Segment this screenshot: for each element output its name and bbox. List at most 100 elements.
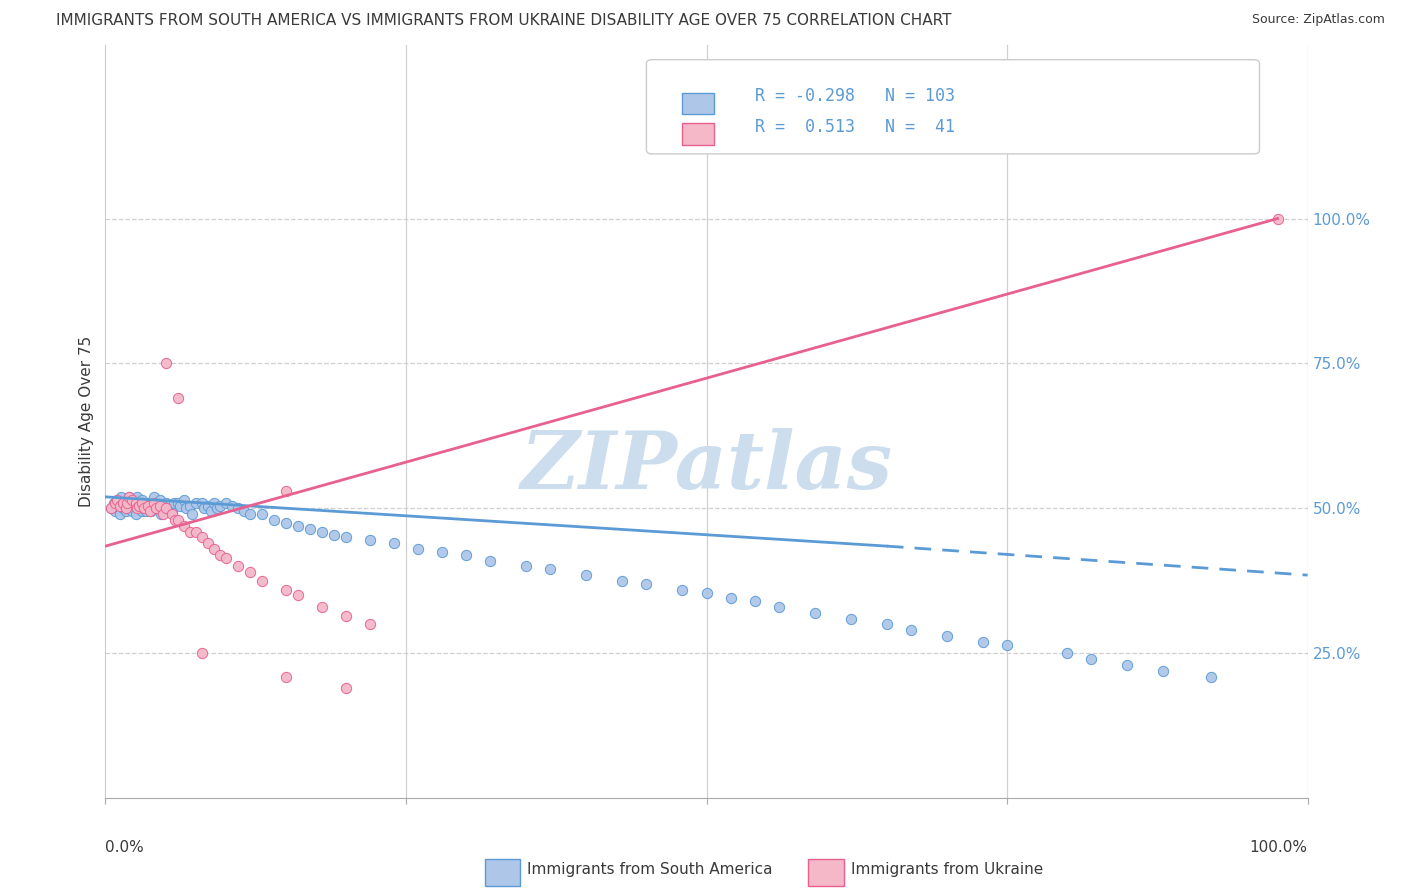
Point	[108, 507, 131, 521]
Point	[839, 612, 862, 626]
Point	[287, 589, 309, 603]
Point	[148, 499, 170, 513]
Point	[139, 504, 162, 518]
Text: Immigrants from Ukraine: Immigrants from Ukraine	[851, 863, 1043, 877]
Point	[226, 501, 249, 516]
Point	[720, 591, 742, 606]
Bar	[682, 123, 714, 145]
Point	[250, 574, 273, 588]
Point	[131, 504, 153, 518]
Point	[181, 507, 204, 521]
Point	[335, 681, 357, 696]
Point	[110, 490, 132, 504]
Point	[131, 492, 153, 507]
Point	[239, 566, 262, 580]
Point	[152, 504, 174, 518]
Point	[1056, 646, 1078, 660]
Point	[322, 527, 344, 541]
Point	[479, 553, 502, 568]
Point	[165, 513, 187, 527]
Point	[311, 599, 333, 614]
Point	[184, 524, 207, 539]
Point	[190, 646, 212, 660]
Point	[1080, 652, 1102, 666]
Point	[145, 501, 167, 516]
Point	[612, 574, 634, 588]
Text: R =  0.513   N =  41: R = 0.513 N = 41	[755, 118, 955, 136]
Point	[148, 492, 170, 507]
Text: 100.0%: 100.0%	[1250, 839, 1308, 855]
Point	[803, 606, 825, 620]
Point	[108, 499, 131, 513]
Point	[311, 524, 333, 539]
Point	[163, 496, 186, 510]
Point	[200, 504, 222, 518]
Point	[142, 490, 165, 504]
Y-axis label: Disability Age Over 75: Disability Age Over 75	[79, 336, 94, 507]
Point	[184, 496, 207, 510]
Point	[335, 530, 357, 544]
Point	[160, 504, 183, 518]
Bar	[682, 93, 714, 114]
Point	[128, 496, 150, 510]
Point	[166, 513, 188, 527]
Point	[138, 501, 160, 516]
Point	[125, 490, 148, 504]
Point	[115, 504, 138, 518]
Point	[145, 496, 167, 510]
Text: IMMIGRANTS FROM SOUTH AMERICA VS IMMIGRANTS FROM UKRAINE DISABILITY AGE OVER 75 : IMMIGRANTS FROM SOUTH AMERICA VS IMMIGRA…	[56, 13, 952, 29]
Point	[115, 496, 138, 510]
Point	[150, 499, 173, 513]
Point	[1201, 669, 1223, 684]
Point	[239, 507, 262, 521]
Point	[287, 519, 309, 533]
Point	[190, 530, 212, 544]
FancyBboxPatch shape	[647, 60, 1260, 154]
Point	[202, 496, 225, 510]
Point	[207, 501, 229, 516]
Point	[124, 507, 146, 521]
Point	[107, 492, 129, 507]
Point	[936, 629, 959, 643]
Point	[118, 499, 141, 513]
Point	[208, 548, 231, 562]
Point	[1116, 658, 1139, 673]
Point	[100, 501, 122, 516]
Point	[149, 507, 172, 521]
Point	[112, 501, 135, 516]
Point	[132, 501, 155, 516]
Point	[214, 496, 236, 510]
Point	[359, 533, 381, 548]
Text: Source: ZipAtlas.com: Source: ZipAtlas.com	[1251, 13, 1385, 27]
Point	[127, 499, 149, 513]
Point	[136, 499, 159, 513]
Point	[430, 545, 453, 559]
Point	[169, 499, 191, 513]
Point	[298, 522, 321, 536]
Point	[112, 496, 135, 510]
Point	[359, 617, 381, 632]
Point	[193, 501, 215, 516]
Point	[156, 501, 179, 516]
Point	[118, 490, 141, 504]
Point	[900, 623, 922, 637]
Point	[1267, 211, 1289, 226]
Point	[406, 542, 429, 557]
Text: R = -0.298   N = 103: R = -0.298 N = 103	[755, 87, 955, 105]
Point	[538, 562, 561, 576]
Point	[139, 504, 162, 518]
Point	[142, 496, 165, 510]
Point	[671, 582, 693, 597]
Point	[179, 499, 201, 513]
Point	[117, 501, 139, 516]
Point	[250, 507, 273, 521]
Point	[103, 496, 125, 510]
Point	[139, 499, 162, 513]
Point	[143, 499, 166, 513]
Point	[155, 501, 177, 516]
Point	[454, 548, 477, 562]
Point	[129, 501, 152, 516]
Point	[132, 501, 155, 516]
Point	[166, 496, 188, 510]
Point	[157, 499, 180, 513]
